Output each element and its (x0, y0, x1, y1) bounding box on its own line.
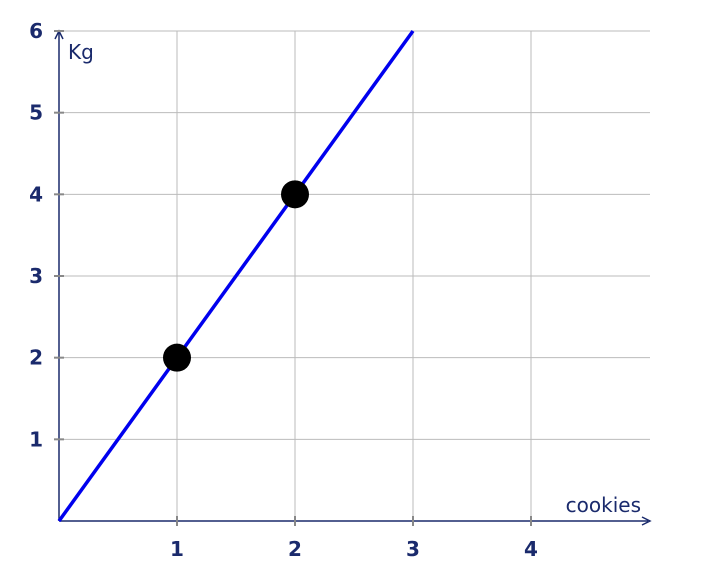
x-tick-label: 2 (288, 537, 302, 561)
y-tick-label: 5 (29, 101, 43, 125)
y-tick-label: 1 (29, 427, 43, 451)
axes (54, 29, 652, 526)
y-tick-label: 3 (29, 264, 43, 288)
data-point (163, 343, 191, 372)
x-axis-arrow (641, 516, 652, 526)
grid (59, 30, 650, 521)
series (57, 29, 415, 523)
x-axis-label: cookies (566, 493, 641, 517)
x-tick-label: 3 (406, 537, 420, 561)
y-tick-label: 6 (29, 19, 43, 43)
ticks: 1 2 3 4 1 2 3 4 5 6 (29, 19, 538, 561)
x-tick-label: 4 (524, 537, 538, 561)
y-tick-label: 2 (29, 346, 43, 370)
data-point (281, 180, 309, 209)
series-line (57, 29, 415, 523)
y-axis-label: Kg (68, 40, 94, 64)
x-tick-label: 1 (170, 537, 184, 561)
y-tick-label: 4 (29, 182, 43, 206)
